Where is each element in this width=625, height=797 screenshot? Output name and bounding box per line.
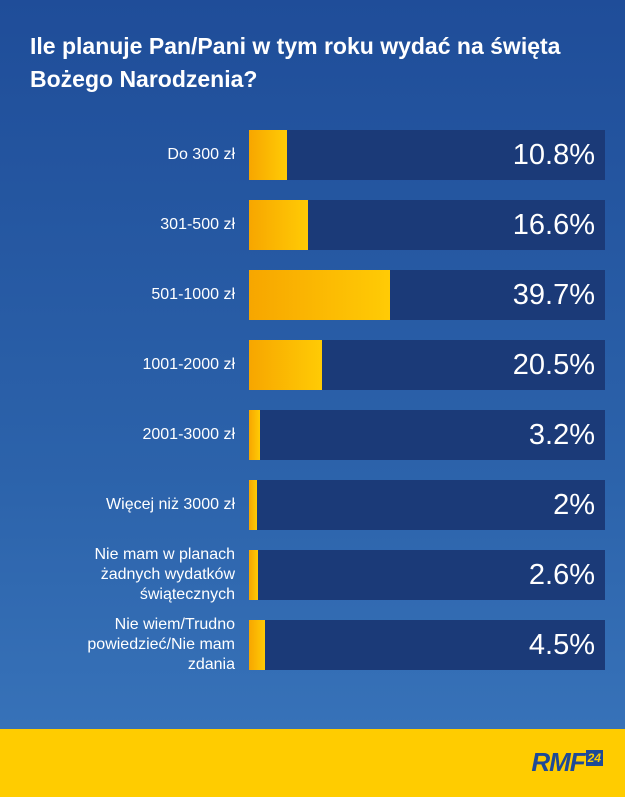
- category-label-line: 301-500 zł: [160, 216, 235, 233]
- logo-badge: 24: [585, 750, 603, 766]
- category-label-line: Nie wiem/Trudno: [114, 616, 235, 633]
- bar: [249, 480, 257, 530]
- rmf24-logo: RMF 24: [531, 747, 603, 779]
- category-label-line: Do 300 zł: [167, 146, 235, 163]
- bar: [249, 340, 322, 390]
- bar-row: Nie wiem/Trudno powiedzieć/Nie mam zdania 4…: [0, 616, 625, 673]
- bar: [249, 130, 287, 180]
- category-label-line: 2001-3000 zł: [142, 426, 235, 443]
- bar-row: 2001-3000 zł 3.2%: [0, 409, 625, 461]
- category-label-line: żadnych wydatków: [100, 566, 235, 583]
- bar-track: 10.8%: [249, 130, 605, 180]
- category-label: Nie mam w planach żadnych wydatków świątec…: [15, 545, 236, 605]
- category-label-line: 501-1000 zł: [151, 286, 235, 303]
- bar-track: 20.5%: [249, 340, 605, 390]
- bar: [249, 620, 265, 670]
- data-label: 2.6%: [528, 559, 595, 591]
- bar: [249, 410, 260, 460]
- bar: [249, 550, 258, 600]
- category-label-line: Więcej niż 3000 zł: [106, 496, 235, 513]
- bar-row: 1001-2000 zł 20.5%: [0, 339, 625, 391]
- bar-track: 4.5%: [249, 620, 605, 670]
- data-label: 20.5%: [512, 349, 595, 381]
- bar-track: 3.2%: [249, 410, 605, 460]
- bar-row: 301-500 zł 16.6%: [0, 199, 625, 251]
- bar-row: 501-1000 zł 39.7%: [0, 269, 625, 321]
- category-label: 501-1000 zł: [15, 285, 235, 305]
- bar: [249, 270, 390, 320]
- bar-track: 39.7%: [249, 270, 605, 320]
- category-label-line: 1001-2000 zł: [142, 356, 235, 373]
- bar-track: 2.6%: [249, 550, 605, 600]
- bar: [249, 200, 308, 250]
- bar-row: Więcej niż 3000 zł 2%: [0, 479, 625, 531]
- bar-track: 2%: [249, 480, 605, 530]
- data-label: 16.6%: [512, 209, 595, 241]
- category-label: 1001-2000 zł: [15, 355, 235, 375]
- data-label: 3.2%: [528, 419, 595, 451]
- data-label: 4.5%: [528, 629, 595, 661]
- category-label-line: świątecznych: [139, 586, 235, 603]
- bar-row: Do 300 zł 10.8%: [0, 129, 625, 181]
- bar-row: Nie mam w planach żadnych wydatków świątec…: [0, 546, 625, 603]
- category-label: 301-500 zł: [15, 215, 235, 235]
- bar-track: 16.6%: [249, 200, 605, 250]
- category-label: 2001-3000 zł: [15, 425, 235, 445]
- category-label: Do 300 zł: [15, 145, 235, 165]
- category-label-line: powiedzieć/Nie mam: [87, 636, 235, 653]
- data-label: 2%: [553, 489, 595, 521]
- category-label-line: Nie mam w planach: [94, 546, 236, 563]
- logo-text: RMF: [531, 747, 585, 777]
- footer-bar: RMF 24: [0, 729, 625, 797]
- category-label: Więcej niż 3000 zł: [15, 495, 235, 515]
- data-label: 39.7%: [512, 279, 595, 311]
- category-label-line: zdania: [187, 656, 235, 673]
- chart-title: Ile planuje Pan/Pani w tym roku wydać na…: [30, 33, 561, 92]
- data-label: 10.8%: [512, 139, 595, 171]
- category-label: Nie wiem/Trudno powiedzieć/Nie mam zdania: [15, 615, 235, 675]
